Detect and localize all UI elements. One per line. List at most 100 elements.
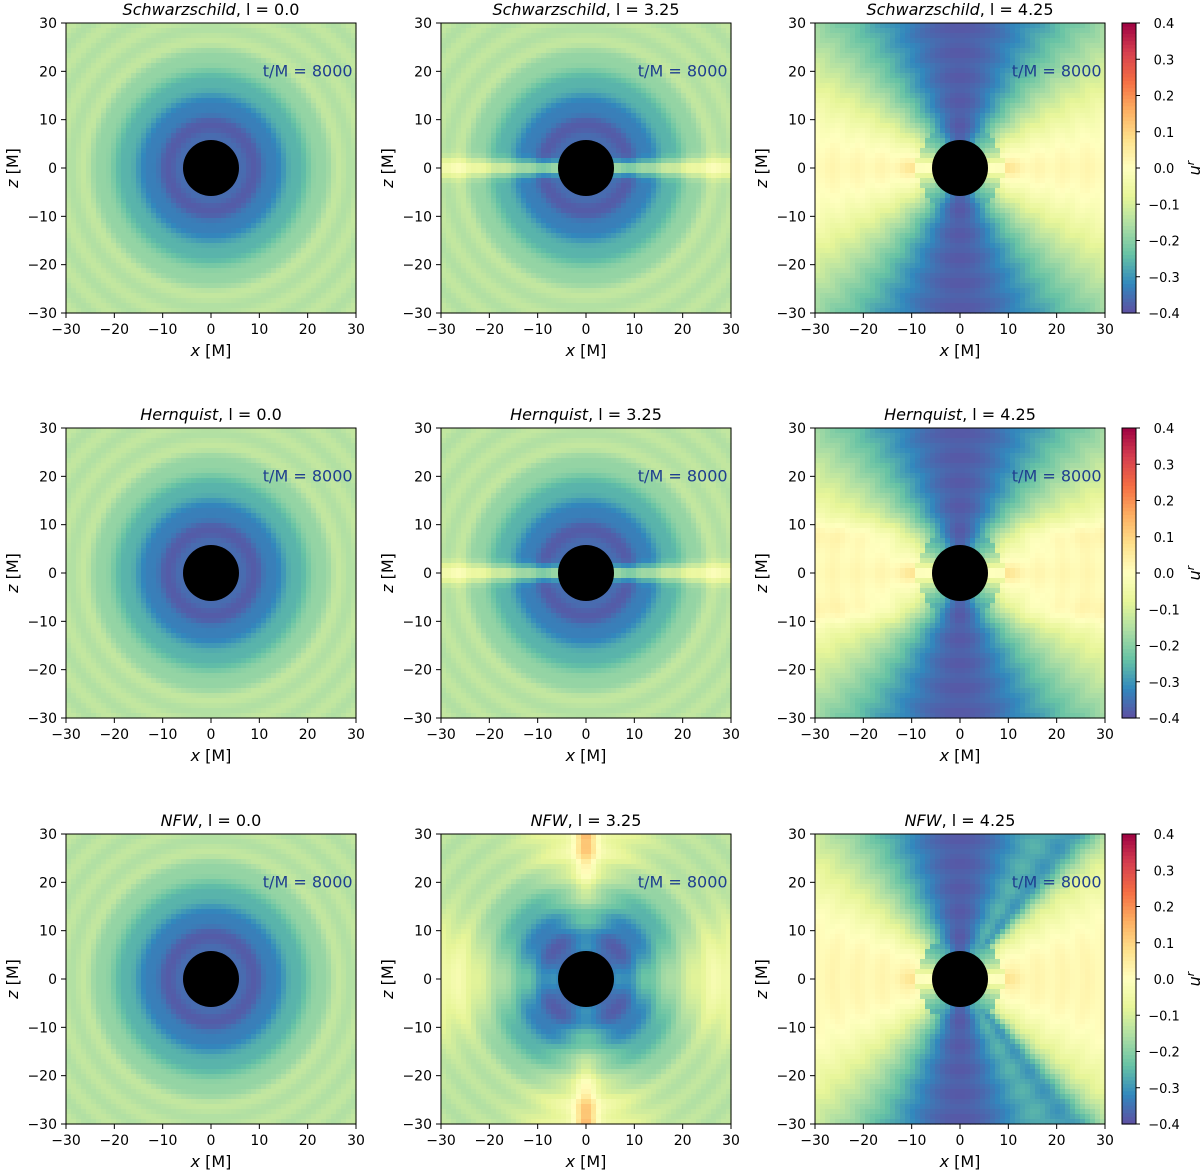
heatmap-cell [126, 63, 132, 69]
heatmap-cell [91, 118, 97, 124]
heatmap-cell [66, 63, 72, 69]
heatmap-cell [126, 28, 132, 34]
heatmap-cell [91, 133, 97, 139]
heatmap-cell [71, 43, 77, 49]
heatmap-cell [126, 248, 132, 254]
heatmap-cell [161, 263, 167, 269]
heatmap-cell [101, 68, 107, 74]
heatmap-cell [106, 143, 112, 149]
heatmap-cell [126, 143, 132, 149]
heatmap-cell [91, 88, 97, 94]
heatmap-cell [136, 103, 142, 109]
heatmap-cell [126, 293, 132, 299]
heatmap-cell [161, 73, 167, 79]
heatmap-cell [76, 168, 82, 174]
heatmap-cell [151, 293, 157, 299]
heatmap-cell [71, 208, 77, 214]
heatmap-cell [151, 243, 157, 249]
heatmap-cell [86, 208, 92, 214]
heatmap-cell [66, 48, 72, 54]
heatmap-cell [66, 168, 72, 174]
heatmap-cell [126, 158, 132, 164]
heatmap-cell [81, 133, 87, 139]
heatmap-cell [141, 253, 147, 259]
heatmap-cell [66, 108, 72, 114]
heatmap-cell [76, 128, 82, 134]
heatmap-cell [146, 78, 152, 84]
heatmap-cell [131, 33, 137, 39]
heatmap-cell [136, 168, 142, 174]
heatmap-cell [146, 188, 152, 194]
heatmap-cell [161, 288, 167, 294]
heatmap-cell [156, 298, 162, 304]
heatmap-cell [111, 213, 117, 219]
heatmap-cell [151, 163, 157, 169]
heatmap-cell [161, 118, 167, 124]
heatmap-cell [86, 183, 92, 189]
heatmap-cell [66, 233, 72, 239]
heatmap-cell [176, 113, 182, 119]
heatmap-cell [156, 68, 162, 74]
heatmap-cell [141, 123, 147, 129]
heatmap-cell [101, 103, 107, 109]
heatmap-cell [126, 68, 132, 74]
heatmap-cell [66, 138, 72, 144]
heatmap-cell [81, 23, 87, 29]
heatmap-cell [156, 288, 162, 294]
heatmap-cell [171, 93, 177, 99]
heatmap-cell [171, 193, 177, 199]
heatmap-cell [131, 188, 137, 194]
heatmap-cell [101, 28, 107, 34]
heatmap-cell [161, 143, 167, 149]
heatmap-cell [176, 118, 182, 124]
heatmap-cell [101, 293, 107, 299]
heatmap-cell [136, 263, 142, 269]
heatmap-cell [96, 103, 102, 109]
heatmap-cell [166, 123, 172, 129]
heatmap-cell [141, 138, 147, 144]
heatmap-cell [171, 203, 177, 209]
heatmap-cell [146, 38, 152, 44]
heatmap-cell [176, 83, 182, 89]
heatmap-cell [81, 178, 87, 184]
heatmap-cell [76, 223, 82, 229]
heatmap-cell [101, 123, 107, 129]
heatmap-cell [106, 233, 112, 239]
heatmap-cell [111, 113, 117, 119]
heatmap-cell [81, 123, 87, 129]
heatmap-cell [171, 278, 177, 284]
heatmap-cell [126, 48, 132, 54]
heatmap-cell [141, 273, 147, 279]
heatmap-cell [151, 198, 157, 204]
heatmap-cell [76, 303, 82, 309]
heatmap-cell [91, 243, 97, 249]
heatmap-cell [116, 128, 122, 134]
heatmap-cell [81, 153, 87, 159]
heatmap-cell [161, 193, 167, 199]
heatmap-cell [101, 253, 107, 259]
heatmap-cell [146, 298, 152, 304]
heatmap-cell [136, 123, 142, 129]
heatmap-cell [156, 248, 162, 254]
heatmap-cell [151, 263, 157, 269]
heatmap-cell [101, 158, 107, 164]
heatmap-cell [101, 303, 107, 309]
heatmap-cell [66, 128, 72, 134]
heatmap-cell [156, 103, 162, 109]
heatmap-cell [131, 298, 137, 304]
heatmap-cell [151, 188, 157, 194]
heatmap-cell [136, 53, 142, 59]
heatmap-cell [136, 58, 142, 64]
heatmap-cell [156, 63, 162, 69]
heatmap-cell [161, 113, 167, 119]
heatmap-cell [161, 243, 167, 249]
heatmap-cell [121, 58, 127, 64]
heatmap-cell [166, 273, 172, 279]
heatmap-cell [161, 93, 167, 99]
heatmap-cell [76, 228, 82, 234]
heatmap-cell [91, 233, 97, 239]
heatmap-cell [171, 253, 177, 259]
heatmap-cell [96, 23, 102, 29]
heatmap-cell [106, 238, 112, 244]
heatmap-cell [76, 143, 82, 149]
